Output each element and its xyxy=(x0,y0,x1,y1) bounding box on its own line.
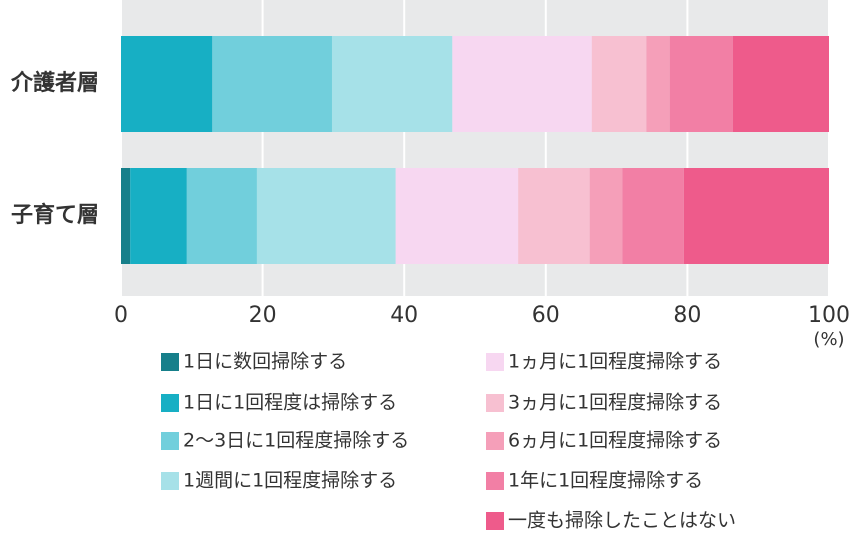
x-unit: (%) xyxy=(813,329,844,350)
legend-swatch xyxy=(486,512,504,530)
legend-label: 1日に1回程度は掃除する xyxy=(183,392,397,414)
legend-label: 1週間に1回程度掃除する xyxy=(183,470,397,492)
bar-segment xyxy=(212,36,332,132)
legend-label: 3ヵ月に1回程度掃除する xyxy=(508,392,722,414)
bar-segment xyxy=(130,168,187,264)
legend-label: 6ヵ月に1回程度掃除する xyxy=(508,430,722,452)
legend-swatch xyxy=(486,353,504,371)
legend-label: 2〜3日に1回程度掃除する xyxy=(183,430,409,452)
bar-segment xyxy=(331,36,453,132)
legend-swatch xyxy=(486,432,504,450)
legend-label: 1年に1回程度掃除する xyxy=(508,470,703,492)
legend-swatch xyxy=(161,353,179,371)
legend-label: 1日に数回掃除する xyxy=(183,351,347,373)
bar-segment xyxy=(121,36,213,132)
bar-segment xyxy=(452,36,592,132)
y-tick-label: 介護者層 xyxy=(10,70,99,96)
x-tick-label: 0 xyxy=(114,303,128,328)
bar-segment xyxy=(186,168,257,264)
legend-swatch xyxy=(161,472,179,490)
x-tick-label: 40 xyxy=(390,303,418,328)
legend-label: 1ヵ月に1回程度掃除する xyxy=(508,351,722,373)
bar-segment xyxy=(683,168,829,264)
bar-segment xyxy=(646,36,670,132)
bar-segment xyxy=(121,168,131,264)
bar-segment xyxy=(591,36,647,132)
legend-label: 一度も掃除したことはない xyxy=(508,510,736,532)
x-tick-label: 80 xyxy=(673,303,701,328)
bar-segment xyxy=(518,168,590,264)
x-tick-label: 100 xyxy=(808,303,850,328)
bar-segment xyxy=(732,36,829,132)
bar-segment xyxy=(622,168,684,264)
bar-segment xyxy=(256,168,396,264)
legend-swatch xyxy=(486,472,504,490)
bar-segment xyxy=(395,168,519,264)
x-tick-label: 60 xyxy=(532,303,560,328)
legend-swatch xyxy=(161,432,179,450)
y-tick-label: 子育て層 xyxy=(11,202,99,228)
bar-segment xyxy=(589,168,623,264)
x-tick-label: 20 xyxy=(249,303,277,328)
legend-swatch xyxy=(161,394,179,412)
legend-swatch xyxy=(486,394,504,412)
bar-segment xyxy=(669,36,733,132)
